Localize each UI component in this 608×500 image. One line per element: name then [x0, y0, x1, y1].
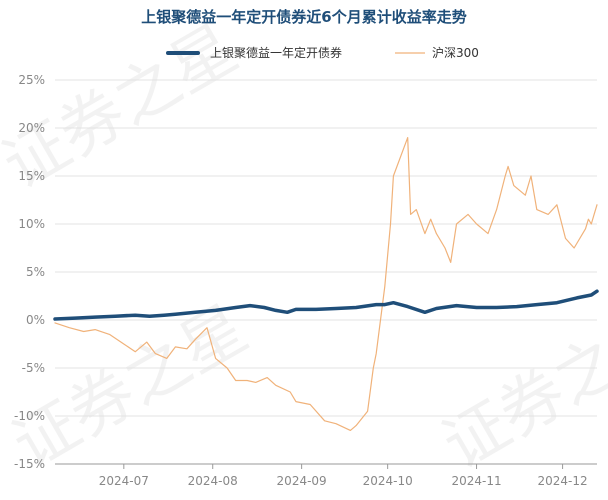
y-tick-label: 25%	[18, 73, 45, 87]
y-tick-label: -15%	[14, 457, 45, 471]
x-tick-label: 2024-09	[277, 474, 327, 488]
x-tick-label: 2024-11	[451, 474, 501, 488]
y-tick-label: 10%	[18, 217, 45, 231]
x-tick-label: 2024-08	[188, 474, 238, 488]
chart-title: 上银聚德益一年定开债券近6个月累计收益率走势	[141, 8, 466, 26]
y-tick-label: -5%	[22, 361, 45, 375]
legend: 上银聚德益一年定开债券 沪深300	[166, 45, 479, 60]
series-line-fund	[53, 289, 599, 321]
watermark-text-3: 证券之星	[431, 292, 608, 484]
x-tick-label: 2024-07	[99, 474, 149, 488]
x-tick-label: 2024-10	[363, 474, 413, 488]
x-axis: 2024-07 2024-08 2024-09 2024-10 2024-11 2024-…	[55, 463, 597, 488]
legend-label-index: 沪深300	[432, 46, 479, 60]
y-tick-label: 5%	[26, 265, 45, 279]
y-tick-label: 20%	[18, 121, 45, 135]
gridlines	[55, 79, 597, 465]
y-tick-label: -10%	[14, 409, 45, 423]
y-axis: -15% -10% -5% 0% 5% 10% 15% 20% 25%	[14, 73, 45, 471]
y-tick-label: 0%	[26, 313, 45, 327]
x-tick-label: 2024-12	[538, 474, 588, 488]
legend-label-fund: 上银聚德益一年定开债券	[210, 45, 342, 60]
plot-area	[53, 137, 599, 431]
watermark: 证券之星 证券之星 证券之星	[0, 12, 608, 484]
series-line-index	[54, 137, 598, 431]
y-tick-label: 15%	[18, 169, 45, 183]
